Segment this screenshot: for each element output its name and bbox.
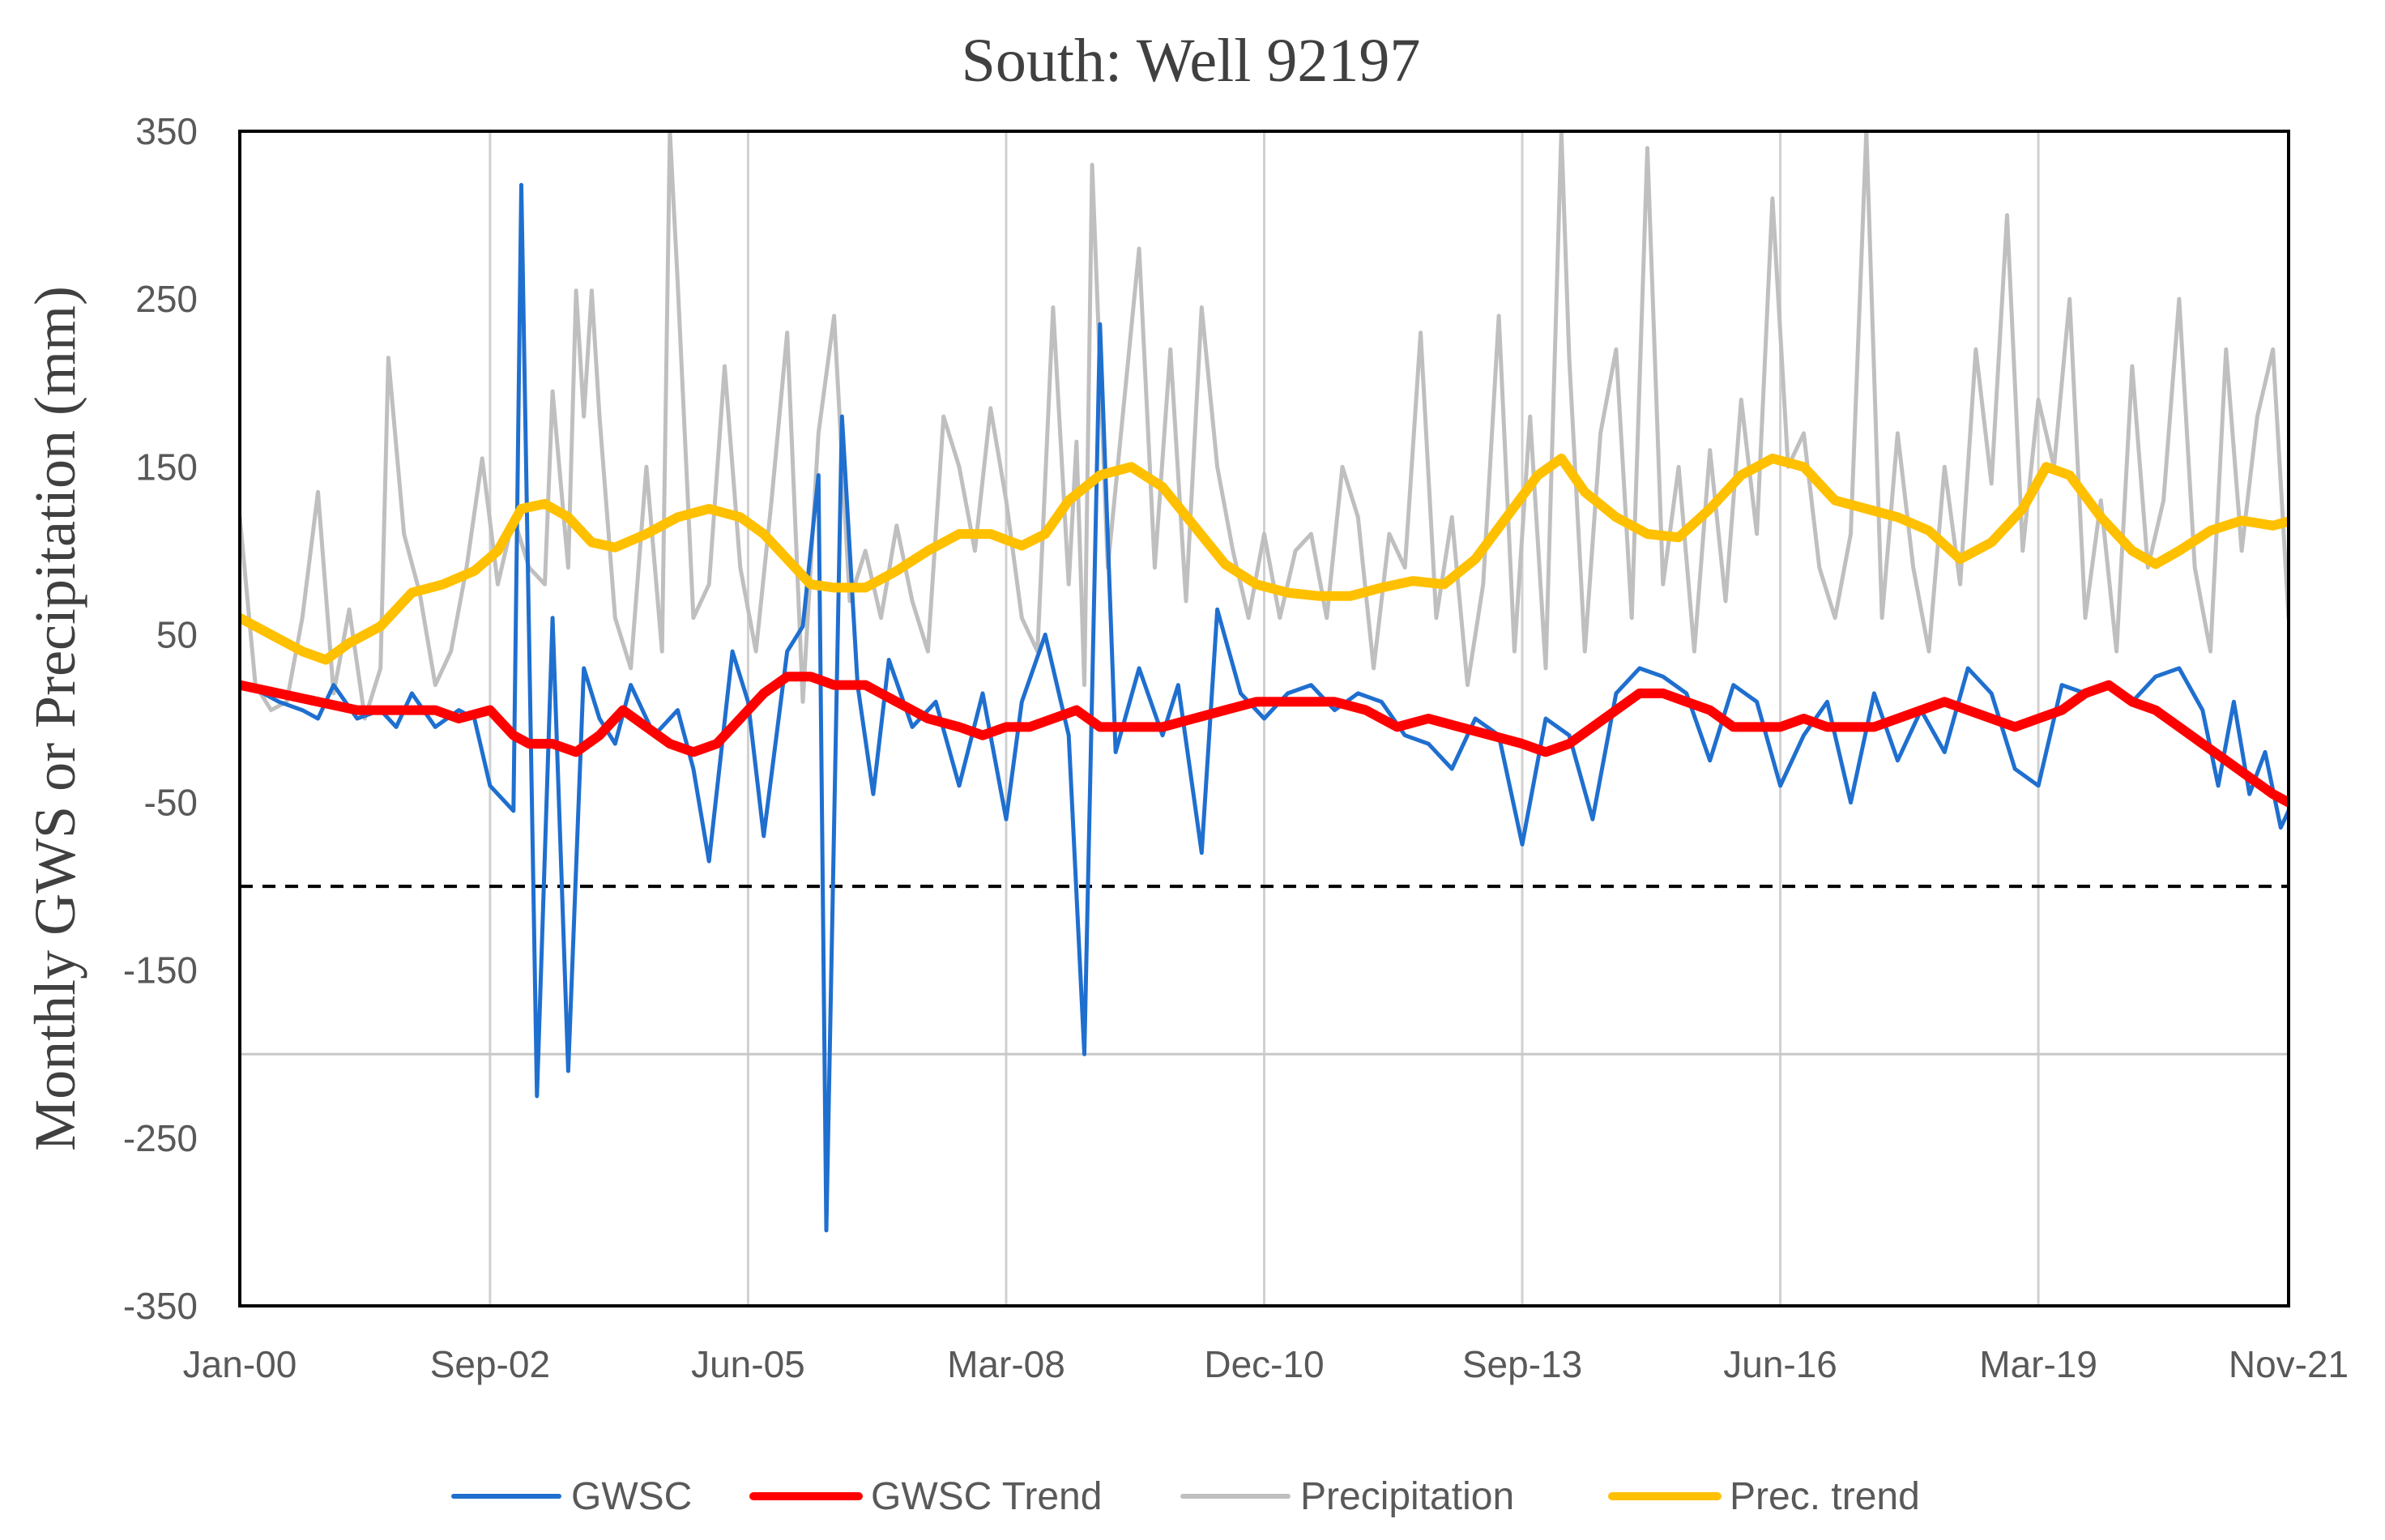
y-tick-label: -50	[144, 782, 198, 824]
x-tick-label: Sep-02	[430, 1343, 550, 1385]
legend-label-precipitation: Precipitation	[1300, 1475, 1514, 1518]
y-tick-label: 250	[135, 278, 198, 320]
x-tick-label: Sep-13	[1462, 1343, 1582, 1385]
x-tick-label: Jan-00	[183, 1343, 297, 1385]
y-tick-label: -150	[123, 949, 198, 992]
series-line-precipitation	[240, 131, 2289, 721]
legend-label-prec-trend: Prec. trend	[1730, 1475, 1920, 1518]
x-tick-label: Nov-21	[2229, 1343, 2349, 1385]
series-line-gwsc-trend	[240, 672, 2289, 808]
y-axis-title: Monthly GWS or Precipitation (mm)	[23, 286, 87, 1151]
y-tick-label: -350	[123, 1285, 198, 1327]
x-tick-label: Dec-10	[1204, 1343, 1324, 1385]
y-tick-label: 50	[156, 613, 198, 655]
chart-title: South: Well 92197	[962, 27, 1421, 95]
x-tick-label: Jun-05	[691, 1343, 805, 1385]
x-tick-label: Mar-19	[1979, 1343, 2097, 1385]
plot-border	[238, 130, 2290, 1308]
series-layer	[240, 131, 2289, 1233]
x-tick-label: Mar-08	[947, 1343, 1065, 1385]
x-tick-label: Jun-16	[1723, 1343, 1837, 1385]
legend-label-gwsc: GWSC	[571, 1475, 692, 1518]
y-tick-label: -250	[123, 1117, 198, 1159]
legend: GWSC GWSC Trend Precipitation Prec. trend	[451, 1475, 1920, 1518]
series-line-gwsc	[240, 182, 2289, 1233]
x-tick-labels: Jan-00 Sep-02 Jun-05 Mar-08 Dec-10 Sep-13 Jun-…	[183, 1343, 2349, 1385]
legend-label-gwsc-trend: GWSC Trend	[871, 1475, 1102, 1518]
y-tick-label: 150	[135, 446, 198, 488]
series-line-prec-trend	[240, 453, 2289, 665]
y-tick-label: 350	[135, 110, 198, 152]
y-tick-labels: 350 250 150 50 -50 -150 -250 -350	[123, 110, 198, 1327]
